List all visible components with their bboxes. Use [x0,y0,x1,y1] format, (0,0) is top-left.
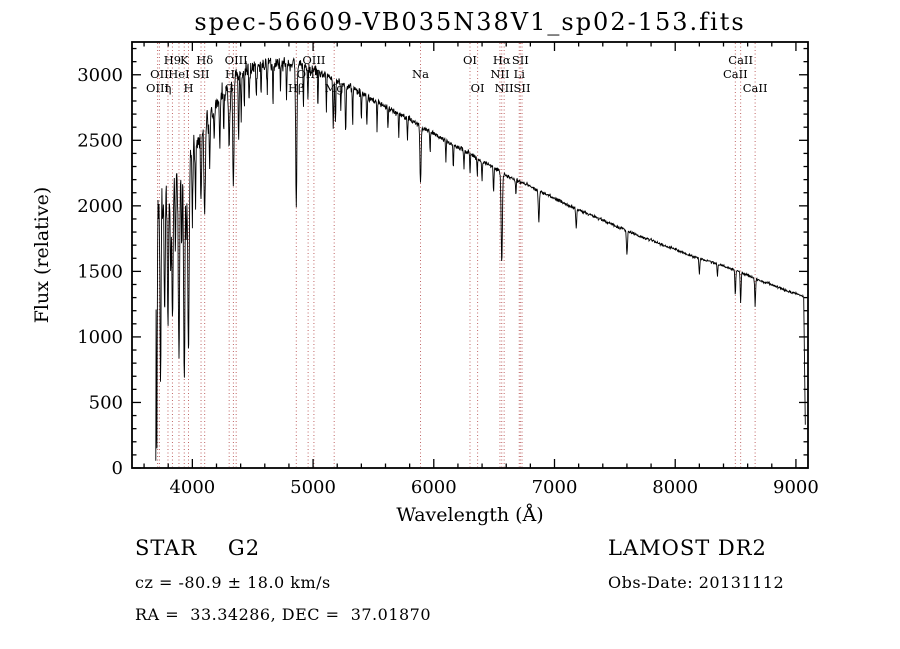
line-label-H: H [183,81,193,95]
y-axis-label: Flux (relative) [31,187,53,324]
redshift-velocity: cz = -80.9 ± 18.0 km/s [135,573,331,592]
svg-text:1000: 1000 [77,327,123,348]
spectral-line-markers: OIIIOIIηH9HeIKHSIIHδGHγOIIIHβOIIIOIIIMgN… [146,43,768,467]
svg-text:2000: 2000 [77,196,123,217]
line-label-HeI: HeI [168,67,189,81]
line-label-CaII: CaII [728,53,753,67]
line-label-OIII: OIII [302,53,325,67]
line-label-CaII: CaII [723,67,748,81]
object-class-label: STAR G2 [135,536,261,560]
svg-text:9000: 9000 [773,477,819,498]
line-label-K: K [180,53,189,67]
svg-text:5000: 5000 [290,477,336,498]
svg-text:0: 0 [112,458,123,479]
line-label-NII: NII [490,67,509,81]
line-label-OII: OII [150,67,169,81]
line-label-OIII: OIII [225,53,248,67]
tick-labels: 4000 5000 6000 7000 8000 9000 0 500 1000 1500 2000… [77,65,819,498]
svg-text:8000: 8000 [652,477,698,498]
obs-date: Obs-Date: 20131112 [608,573,785,592]
svg-text:500: 500 [89,392,123,413]
line-label-Na: Na [412,67,429,81]
svg-text:7000: 7000 [532,477,578,498]
line-label-CaII: CaII [743,81,768,95]
line-label-η: η [165,81,172,95]
line-label-Li: Li [514,67,526,81]
svg-text:6000: 6000 [411,477,457,498]
svg-text:3000: 3000 [77,65,123,86]
svg-text:1500: 1500 [77,261,123,282]
line-label-OI: OI [463,53,477,67]
survey-label: LAMOST DR2 [608,536,767,560]
line-label-Hα: Hα [493,53,511,67]
spectrum-trace [155,57,806,461]
line-label-SII: SII [193,67,210,81]
line-label-H9: H9 [164,53,181,67]
ra-dec-coordinates: RA = 33.34286, DEC = 37.01870 [135,605,432,624]
line-label-Hδ: Hδ [196,53,213,67]
line-label-NII: NII [495,81,514,95]
line-label-G: G [225,81,234,95]
svg-text:2500: 2500 [77,130,123,151]
x-axis-label: Wavelength (Å) [396,504,543,526]
line-label-OI: OI [471,81,485,95]
line-label-SII: SII [514,81,531,95]
line-label-Hβ: Hβ [288,81,305,95]
axes [131,41,809,469]
plot-title: spec-56609-VB035N38V1_sp02-153.fits [194,8,746,36]
svg-text:4000: 4000 [169,477,215,498]
line-label-SII: SII [512,53,529,67]
line-label-OIII: OIII [146,81,169,95]
